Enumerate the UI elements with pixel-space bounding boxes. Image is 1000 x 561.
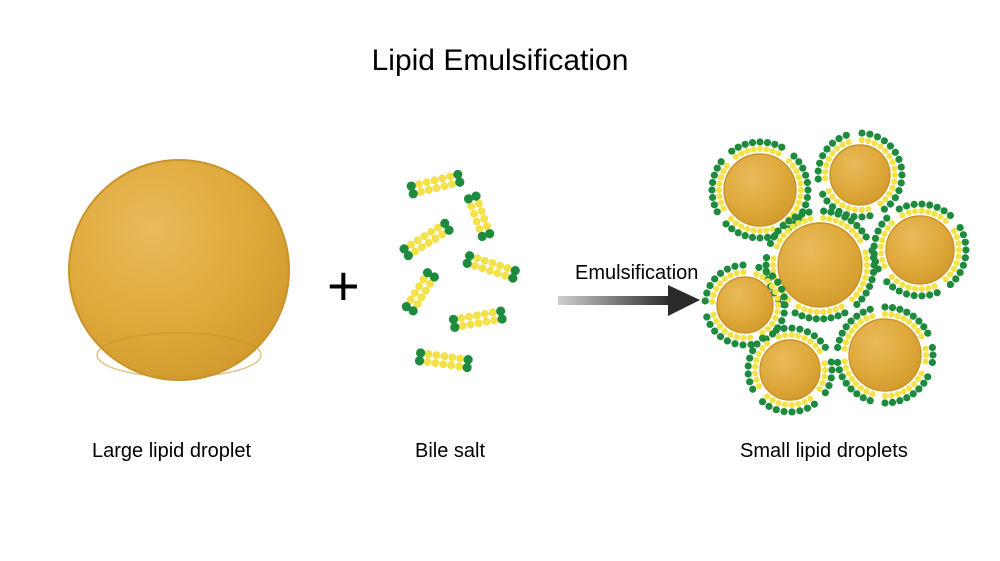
large-lipid-droplet	[69, 160, 289, 380]
small-lipid-droplets-cluster	[702, 129, 970, 415]
small-lipid-droplet	[871, 200, 970, 299]
bile-salt-molecule	[406, 169, 466, 200]
small-lipid-droplet	[834, 303, 937, 406]
small-lipid-droplet	[815, 129, 906, 220]
large-droplet-label: Large lipid droplet	[92, 440, 251, 463]
diagram-canvas	[0, 0, 1000, 561]
bile-salt-label: Bile salt	[415, 440, 485, 463]
bile-salt-molecule	[448, 306, 507, 333]
small-droplets-label: Small lipid droplets	[740, 440, 908, 463]
bile-salt-molecule	[463, 190, 496, 242]
bile-salt-molecule	[398, 217, 456, 262]
bile-salt-cluster	[398, 169, 521, 373]
small-lipid-droplet	[745, 324, 836, 415]
small-lipid-droplet	[708, 138, 811, 241]
bile-salt-molecule	[414, 348, 473, 373]
bile-salt-molecule	[400, 266, 441, 317]
plus-symbol: +	[327, 258, 360, 314]
emulsification-arrow	[558, 285, 700, 316]
arrow-label: Emulsification	[575, 262, 698, 285]
bile-salt-molecule	[461, 250, 521, 284]
small-lipid-droplet	[702, 261, 789, 348]
